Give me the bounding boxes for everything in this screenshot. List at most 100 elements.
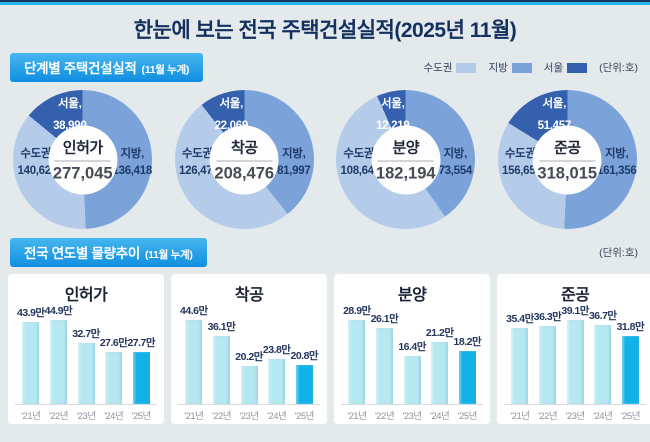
- legend: 수도권 지방 서울 (단위:호): [423, 60, 638, 75]
- bar-column: 36.3만: [534, 309, 562, 404]
- bar: [431, 342, 449, 404]
- bar-column: 31.8만: [617, 319, 645, 404]
- donut-chart-completions: 서울, 51,457 수도권, 156,659 지방, 161,356 준공 3…: [487, 86, 649, 229]
- top-navy-strip: [0, 0, 650, 2]
- legend-item-seoul: 서울: [543, 60, 588, 75]
- bar-column: 26.1만: [371, 311, 399, 404]
- top-cyan-strip: [0, 2, 650, 5]
- donut-center: 착공 208,476: [209, 125, 279, 194]
- donut-title: 분양: [392, 139, 420, 156]
- local-slice-label: 지방, 161,356: [597, 148, 637, 178]
- bar-column: 21.2만: [426, 325, 454, 404]
- legend-capital-swatch-icon: [456, 62, 477, 73]
- bar: [268, 359, 286, 404]
- divider: [54, 160, 111, 161]
- donut-total: 208,476: [214, 164, 275, 182]
- donut-ring: 서울, 38,990 수도권, 140,627 지방, 136,418 인허가 …: [13, 90, 152, 229]
- donut-ring: 서울, 51,457 수도권, 156,659 지방, 161,356 준공 3…: [497, 90, 637, 229]
- bar: [376, 328, 393, 404]
- bar-column: 32.7만: [72, 326, 100, 404]
- bar-column: 43.9만: [17, 305, 45, 404]
- bar-column: 18.2만: [454, 334, 482, 404]
- bars-area: 43.9만 44.9만 32.7만 27.6만 27.7만: [15, 302, 158, 405]
- bar-column: 44.6만: [180, 303, 208, 404]
- divider: [539, 160, 596, 161]
- donut-title: 착공: [230, 139, 258, 156]
- bar-chart-row: 인허가 43.9만 44.9만 32.7만 27.6만 27.7만 '21년 '…: [8, 274, 650, 424]
- bar-chart-starts: 착공 44.6만 36.1만 20.2만 23.8만 20.8만 '21년 '2…: [171, 274, 328, 424]
- bar-chart-title: 분양: [397, 287, 427, 304]
- bar: [49, 320, 67, 404]
- bar: [185, 320, 203, 404]
- section2-header: 전국 연도별 물량추이 (11월 누계) (단위:호): [10, 238, 638, 267]
- local-slice-label: 지방, 73,554: [438, 148, 473, 178]
- local-slice-label: 지방, 136,418: [112, 148, 153, 178]
- bar: [295, 365, 313, 404]
- bar: [105, 352, 123, 404]
- section1-unit-label: (단위:호): [599, 62, 638, 74]
- capital-slice-label: 수도권, 126,479: [179, 148, 219, 178]
- legend-local-swatch-icon: [511, 62, 532, 73]
- bar: [566, 320, 584, 404]
- bar-column: 20.2만: [235, 349, 263, 404]
- legend-local-label: 지방: [488, 62, 508, 74]
- legend-item-capital: 수도권: [423, 60, 477, 75]
- bar: [539, 326, 557, 404]
- donut-chart-permits: 서울, 38,990 수도권, 140,627 지방, 136,418 인허가 …: [2, 86, 164, 229]
- bar: [403, 356, 421, 404]
- donut-title: 준공: [553, 139, 581, 156]
- donut-chart-sales: 서울, 12,219 수도권, 108,640 지방, 73,554 분양 18…: [325, 86, 487, 229]
- bar-column: 36.7만: [589, 308, 617, 404]
- donut-chart-starts: 서울, 22,069 수도권, 126,479 지방, 81,997 착공 20…: [164, 86, 326, 229]
- bar: [458, 351, 476, 404]
- section1-badge: 단계별 주택건설실적 (11월 누계): [10, 53, 204, 82]
- section1-badge-subtitle: (11월 누계): [141, 64, 190, 76]
- section2-badge: 전국 연도별 물량추이 (11월 누계): [10, 238, 207, 267]
- section1-badge-title: 단계별 주택건설실적: [24, 61, 137, 76]
- donut-ring: 서울, 12,219 수도권, 108,640 지방, 73,554 분양 18…: [336, 90, 476, 229]
- donut-title: 인허가: [62, 139, 103, 156]
- bar-column: 16.4만: [398, 339, 426, 404]
- bar-chart-title: 준공: [560, 287, 590, 304]
- bar: [212, 336, 230, 404]
- bar-column: 23.8만: [263, 342, 291, 404]
- bar-column: 44.9만: [45, 303, 73, 404]
- bar-chart-completions: 준공 35.4만 36.3만 39.1만 36.7만 31.8만 '21년 '2…: [497, 274, 650, 424]
- x-axis-labels: '21년 '22년 '23년 '24년 '25년: [184, 411, 314, 422]
- donut-ring: 서울, 22,069 수도권, 126,479 지방, 81,997 착공 20…: [174, 90, 314, 229]
- local-slice-label: 지방, 81,997: [277, 148, 311, 178]
- bar: [240, 366, 258, 404]
- bar-column: 27.7만: [127, 335, 156, 404]
- donut-center: 인허가 277,045: [48, 125, 118, 194]
- bars-area: 35.4만 36.3만 39.1만 36.7만 31.8만: [504, 302, 647, 405]
- donut-total: 318,015: [537, 164, 598, 182]
- donut-total: 182,194: [375, 164, 436, 182]
- legend-capital-label: 수도권: [423, 62, 453, 74]
- section2-badge-subtitle: (11월 누계): [144, 249, 193, 261]
- divider: [377, 160, 434, 161]
- bar-chart-title: 착공: [234, 287, 264, 304]
- bar-chart-sales: 분양 28.9만 26.1만 16.4만 21.2만 18.2만 '21년 '2…: [334, 274, 491, 424]
- bar: [77, 343, 95, 404]
- capital-slice-label: 수도권, 156,659: [502, 148, 542, 178]
- bar-chart-permits: 인허가 43.9만 44.9만 32.7만 27.6만 27.7만 '21년 '…: [8, 274, 165, 424]
- section2-unit-label: (단위:호): [599, 247, 638, 259]
- bars-area: 28.9만 26.1만 16.4만 21.2만 18.2만: [341, 302, 484, 405]
- bar: [511, 328, 529, 404]
- legend-item-local: 지방: [488, 60, 532, 75]
- bar-chart-title: 인허가: [64, 287, 108, 304]
- bar: [22, 322, 40, 404]
- x-axis-labels: '21년 '22년 '23년 '24년 '25년: [510, 411, 640, 422]
- capital-slice-label: 수도권, 140,627: [17, 148, 58, 178]
- bar-column: 35.4만: [506, 311, 534, 404]
- page-title: 한눈에 보는 전국 주택건설실적(2025년 11월): [133, 19, 517, 42]
- section1-header: 단계별 주택건설실적 (11월 누계) 수도권 지방 서울 (단위:호): [10, 53, 638, 82]
- bar-column: 20.8만: [290, 348, 319, 404]
- legend-seoul-label: 서울: [543, 62, 564, 74]
- legend-seoul-swatch-icon: [567, 62, 588, 73]
- bars-area: 44.6만 36.1만 20.2만 23.8만 20.8만: [178, 302, 321, 405]
- bar-column: 36.1만: [208, 319, 236, 404]
- bar: [594, 325, 612, 404]
- divider: [216, 160, 273, 161]
